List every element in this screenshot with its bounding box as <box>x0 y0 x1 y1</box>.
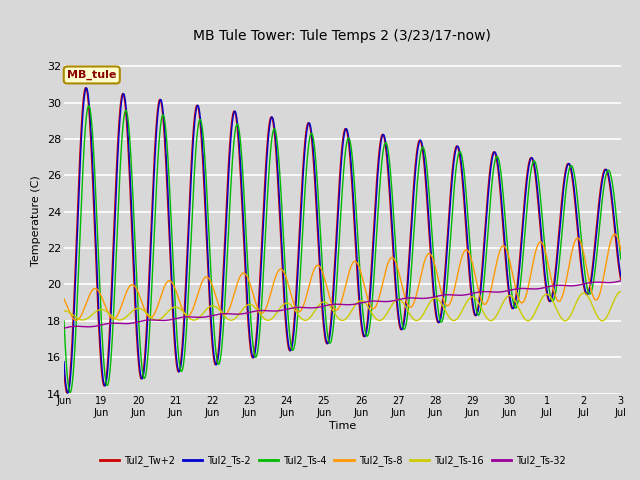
Title: MB Tule Tower: Tule Temps 2 (3/23/17-now): MB Tule Tower: Tule Temps 2 (3/23/17-now… <box>193 29 492 43</box>
Text: MB_tule: MB_tule <box>67 70 116 80</box>
Legend: Tul2_Tw+2, Tul2_Ts-2, Tul2_Ts-4, Tul2_Ts-8, Tul2_Ts-16, Tul2_Ts-32: Tul2_Tw+2, Tul2_Ts-2, Tul2_Ts-4, Tul2_Ts… <box>96 452 570 470</box>
Y-axis label: Temperature (C): Temperature (C) <box>31 175 42 266</box>
X-axis label: Time: Time <box>329 421 356 431</box>
